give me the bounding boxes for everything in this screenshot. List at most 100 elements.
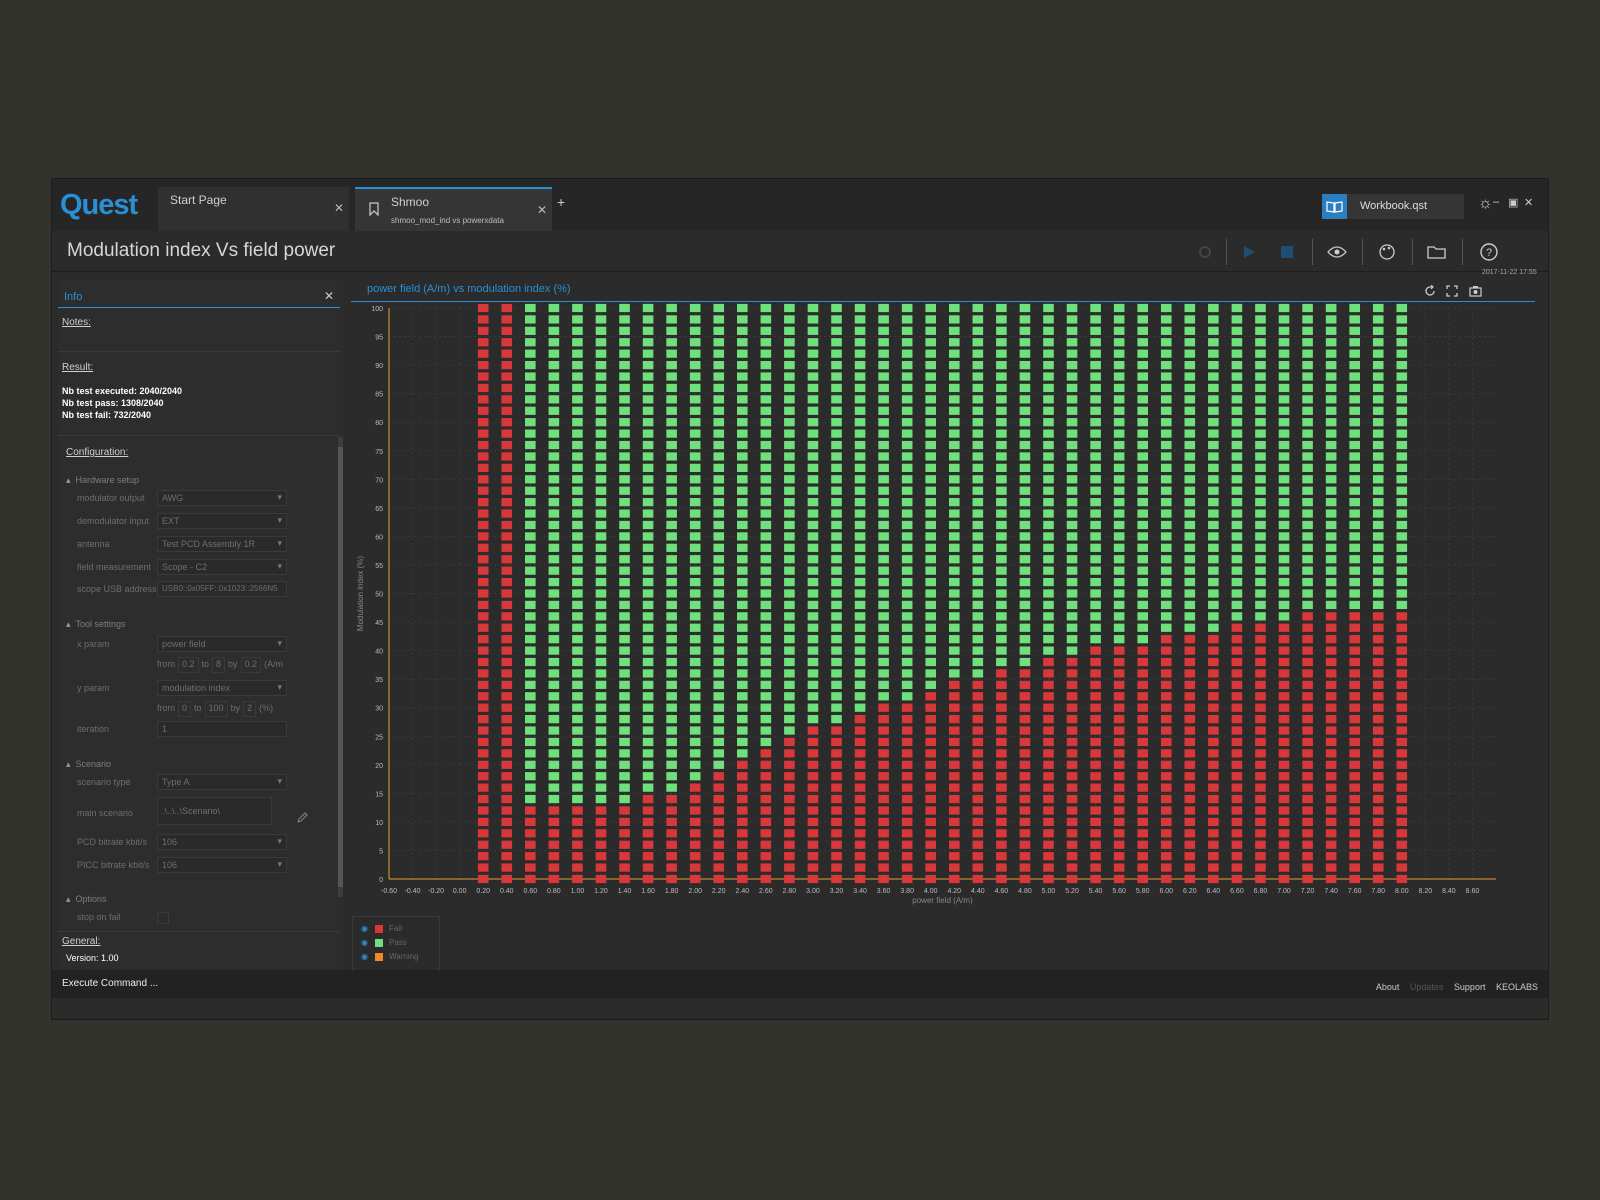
- tool-settings-group[interactable]: ▴ Tool settings: [66, 619, 126, 629]
- hardware-setup-group[interactable]: ▴ Hardware setup: [66, 475, 140, 485]
- fit-icon[interactable]: [1446, 284, 1459, 302]
- pass-cell: [1113, 452, 1125, 461]
- legend-item[interactable]: ◉ Warning: [361, 952, 419, 961]
- pass-cell: [1349, 303, 1360, 313]
- x-to-field[interactable]: 8: [212, 657, 226, 673]
- fail-cell: [854, 772, 866, 781]
- tab-start-page[interactable]: Start Page ✕: [158, 187, 349, 231]
- pass-cell: [1255, 360, 1266, 370]
- x-step-field[interactable]: 0.2: [240, 657, 262, 673]
- y-param-select[interactable]: modulation index ▾: [157, 680, 287, 696]
- pass-cell: [878, 692, 889, 701]
- y-to-field[interactable]: 100: [204, 701, 228, 717]
- pass-cell: [595, 600, 607, 610]
- fail-cell: [619, 829, 630, 838]
- stop-on-fail-checkbox[interactable]: [157, 912, 169, 924]
- y-from-field[interactable]: 0: [178, 701, 192, 717]
- pcd-bitrate-select[interactable]: 106 ▾: [157, 834, 287, 850]
- pass-cell: [595, 475, 607, 484]
- pass-cell: [666, 418, 677, 427]
- pass-cell: [807, 440, 819, 450]
- add-tab-icon[interactable]: +: [557, 194, 566, 210]
- pass-cell: [595, 726, 607, 735]
- about-link[interactable]: About: [1375, 982, 1400, 992]
- close-icon[interactable]: ✕: [536, 203, 547, 217]
- eye-icon[interactable]: [1324, 239, 1350, 265]
- legend-item[interactable]: ◉ Pass: [361, 938, 407, 947]
- x-param-select[interactable]: power field ▾: [157, 636, 287, 652]
- demodulator-input-select[interactable]: EXT ▾: [157, 513, 287, 529]
- support-link[interactable]: Support: [1453, 982, 1486, 992]
- field-measurement-select[interactable]: Scope - C2 ▾: [157, 559, 287, 575]
- pass-cell: [525, 338, 536, 347]
- palette-icon[interactable]: [1374, 239, 1400, 265]
- pass-cell: [1113, 612, 1125, 621]
- pass-cell: [1043, 532, 1054, 541]
- pass-cell: [948, 475, 960, 484]
- fail-cell: [501, 509, 513, 518]
- pass-cell: [760, 440, 772, 450]
- scenario-group[interactable]: ▴ Scenario: [66, 759, 112, 769]
- pass-cell: [1302, 589, 1313, 598]
- execute-command-link[interactable]: Execute Command ...: [62, 978, 159, 989]
- pass-cell: [901, 372, 913, 381]
- picc-bitrate-select[interactable]: 106 ▾: [157, 857, 287, 873]
- close-window-icon[interactable]: ✕: [1524, 197, 1534, 209]
- play-icon[interactable]: [1236, 239, 1262, 265]
- antenna-select[interactable]: Test PCD Assembly 1R ▾: [157, 536, 287, 552]
- folder-icon[interactable]: [1424, 239, 1450, 265]
- pass-cell: [1302, 395, 1313, 404]
- fail-cell: [477, 383, 489, 393]
- legend-item[interactable]: ◉ Fail: [361, 924, 402, 933]
- scenario-type-select[interactable]: Type A ▾: [157, 774, 287, 790]
- fail-cell: [996, 680, 1007, 689]
- settings-icon[interactable]: [1192, 239, 1218, 265]
- workbook-label: Workbook.qst: [1360, 200, 1428, 212]
- iteration-field[interactable]: 1: [157, 721, 287, 737]
- pass-cell: [1349, 589, 1360, 598]
- pass-cell: [1137, 486, 1149, 495]
- scope-usb-address-field[interactable]: USB0::0x05FF::0x1023::2566N5: [157, 581, 287, 597]
- modulator-output-select[interactable]: AWG ▾: [157, 490, 287, 506]
- fail-cell: [1066, 680, 1078, 689]
- fail-cell: [1231, 794, 1243, 804]
- reset-icon[interactable]: [1424, 284, 1436, 302]
- help-icon[interactable]: ?: [1476, 239, 1502, 265]
- panel-scrollbar[interactable]: [338, 437, 343, 897]
- fail-cell: [1349, 669, 1360, 678]
- workbook-button[interactable]: Workbook.qst: [1322, 194, 1464, 219]
- pass-cell: [1160, 475, 1172, 484]
- fail-cell: [1278, 760, 1290, 769]
- options-group[interactable]: ▴ Options: [66, 894, 107, 904]
- stop-icon[interactable]: [1274, 239, 1300, 265]
- fail-cell: [760, 794, 772, 804]
- pass-cell: [854, 383, 866, 393]
- edit-icon[interactable]: [296, 812, 308, 824]
- theme-toggle-icon[interactable]: ☼: [1478, 195, 1493, 212]
- chart-header: power field (A/m) vs modulation index (%…: [351, 279, 1535, 302]
- camera-icon[interactable]: [1469, 284, 1482, 302]
- restore-icon[interactable]: ▣: [1508, 197, 1519, 209]
- main-scenario-field[interactable]: .\..\..\Scenario\: [157, 797, 272, 825]
- fail-cell: [595, 852, 607, 861]
- minimize-icon[interactable]: –: [1493, 196, 1500, 208]
- x-from-field[interactable]: 0.2: [178, 657, 199, 673]
- pass-cell: [1255, 440, 1266, 450]
- pass-cell: [1137, 395, 1149, 404]
- close-icon[interactable]: ✕: [323, 289, 334, 303]
- keolabs-link[interactable]: KEOLABS: [1495, 982, 1538, 992]
- tab-shmoo[interactable]: Shmoo shmoo_mod_ind vs powerxdata ✕: [355, 187, 552, 231]
- pass-cell: [736, 566, 748, 575]
- close-icon[interactable]: ✕: [333, 201, 344, 215]
- pass-cell: [595, 418, 607, 427]
- pass-cell: [713, 486, 725, 495]
- fail-cell: [1372, 715, 1384, 724]
- updates-link[interactable]: Updates: [1409, 982, 1444, 992]
- pass-cell: [1396, 566, 1408, 575]
- pass-cell: [689, 406, 701, 415]
- pass-cell: [1231, 589, 1243, 598]
- y-step-field[interactable]: 2: [243, 701, 257, 717]
- pass-cell: [1043, 406, 1054, 415]
- pass-cell: [1137, 509, 1149, 518]
- pass-cell: [1160, 349, 1172, 358]
